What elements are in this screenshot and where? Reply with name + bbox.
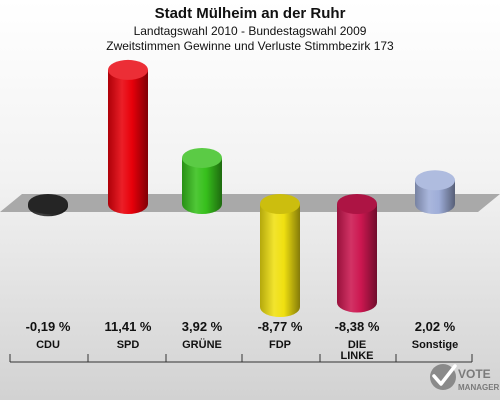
vote-manager-logo: VOTE MANAGER: [430, 364, 500, 392]
bar-cap: [108, 59, 148, 80]
category-label: Sonstige: [412, 339, 458, 351]
category-label: LINKE: [341, 350, 374, 362]
category-label: SPD: [117, 339, 140, 351]
category-label: CDU: [36, 339, 60, 351]
category-axis: [9, 354, 473, 363]
bar-body: [182, 157, 222, 214]
chart-title: Stadt Mülheim an der Ruhr: [155, 5, 346, 22]
checkmark-icon: [430, 364, 457, 390]
bar-body: [108, 69, 148, 215]
chart-subtitle-2: Zweitstimmen Gewinne und Verluste Stimmb…: [106, 39, 394, 53]
value-label: -8,38 %: [335, 319, 380, 334]
category-label: FDP: [269, 339, 291, 351]
bar-sonstige: [415, 170, 455, 214]
bar-fdp: [260, 194, 300, 318]
bar-cap: [28, 194, 68, 214]
bar-die-linke: [337, 194, 377, 313]
bar-cap: [415, 170, 455, 191]
bar-body: [337, 204, 377, 313]
logo-line-1: VOTE: [458, 367, 491, 381]
bar-cap: [260, 194, 300, 214]
bar-cdu: [28, 194, 68, 217]
chart-subtitle-1: Landtagswahl 2010 - Bundestagswahl 2009: [134, 24, 367, 38]
value-label: -0,19 %: [26, 319, 71, 334]
bar-grüne: [182, 147, 222, 214]
value-label: 2,02 %: [415, 319, 456, 334]
bar-cap: [182, 147, 222, 168]
bar-spd: [108, 59, 148, 215]
value-label: 3,92 %: [182, 319, 223, 334]
category-label: DIE: [348, 339, 366, 351]
value-label: -8,77 %: [258, 319, 303, 334]
value-label: 11,41 %: [105, 319, 152, 334]
bar-body: [260, 204, 300, 318]
logo-line-2: MANAGER: [458, 383, 500, 392]
category-label: GRÜNE: [182, 338, 222, 351]
bar-cap: [337, 194, 377, 214]
